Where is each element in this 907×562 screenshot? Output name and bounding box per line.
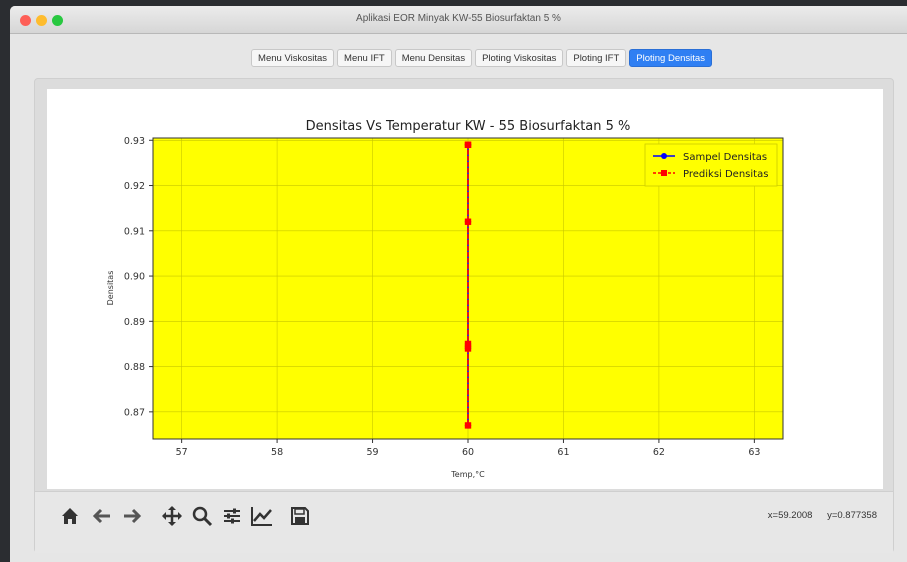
title-bar: Aplikasi EOR Minyak KW-55 Biosurfaktan 5… <box>10 6 907 34</box>
prediction-data-point <box>464 422 472 429</box>
pan-icon[interactable] <box>159 502 185 530</box>
maximize-window-button[interactable] <box>52 15 63 26</box>
chart-title: Densitas Vs Temperatur KW - 55 Biosurfak… <box>306 119 631 134</box>
plot-figure: Densitas Vs Temperatur KW - 55 Biosurfak… <box>47 89 883 489</box>
back-arrow-icon[interactable] <box>89 502 115 530</box>
forward-arrow-icon[interactable] <box>119 502 145 530</box>
subplots-config-icon[interactable] <box>219 502 245 530</box>
app-window: Aplikasi EOR Minyak KW-55 Biosurfaktan 5… <box>10 6 907 562</box>
x-tick-label: 59 <box>366 447 378 458</box>
legend-sample-marker <box>661 153 667 159</box>
y-tick-label: 0.93 <box>124 136 145 147</box>
window-title: Aplikasi EOR Minyak KW-55 Biosurfaktan 5… <box>356 13 561 24</box>
tab-ploting-viskositas[interactable]: Ploting Viskositas <box>475 49 564 67</box>
tab-content-pane: Densitas Vs Temperatur KW - 55 Biosurfak… <box>34 78 894 553</box>
legend-prediction-label: Prediksi Densitas <box>683 169 768 180</box>
tab-menu-viskositas[interactable]: Menu Viskositas <box>251 49 335 67</box>
y-tick-label: 0.91 <box>124 226 145 237</box>
tab-bar: Menu Viskositas Menu IFT Menu Densitas P… <box>10 49 907 69</box>
plot-toolbar: x=59.2008 y=0.877358 <box>35 491 893 553</box>
y-tick-label: 0.88 <box>124 362 145 373</box>
save-icon[interactable] <box>287 502 313 530</box>
zoom-icon[interactable] <box>189 502 215 530</box>
chart-legend: Sampel Densitas Prediksi Densitas <box>644 143 778 187</box>
prediction-data-point <box>464 141 472 148</box>
minimize-window-button[interactable] <box>36 15 47 26</box>
cursor-coordinates: x=59.2008 y=0.877358 <box>756 510 877 521</box>
legend-box <box>644 143 778 187</box>
cursor-y-readout: y=0.877358 <box>827 510 877 521</box>
tab-menu-densitas[interactable]: Menu Densitas <box>394 49 473 67</box>
y-axis-label: Densitas <box>106 271 115 306</box>
y-tick-label: 0.87 <box>124 407 145 418</box>
y-tick-label: 0.89 <box>124 317 145 328</box>
prediction-data-point <box>464 345 472 352</box>
prediction-data-point <box>464 218 472 225</box>
x-tick-label: 62 <box>653 447 665 458</box>
axes-frame <box>152 137 784 440</box>
legend-sample-label: Sampel Densitas <box>683 152 767 163</box>
tab-ploting-ift[interactable]: Ploting IFT <box>566 49 627 67</box>
x-tick-label: 61 <box>557 447 569 458</box>
x-axis-label: Temp,°C <box>450 470 485 479</box>
x-tick-label: 60 <box>462 447 474 458</box>
tab-ploting-densitas[interactable]: Ploting Densitas <box>629 49 712 67</box>
x-tick-label: 63 <box>748 447 760 458</box>
x-tick-label: 58 <box>271 447 283 458</box>
tick-layer: 57 58 59 60 61 62 63 0.87 0.88 0.89 0.90 0.91 0.92 0.… <box>124 136 761 458</box>
customize-lines-icon[interactable] <box>249 502 275 530</box>
prediction-data-point <box>464 340 472 348</box>
x-tick-label: 57 <box>176 447 188 458</box>
densitas-chart[interactable]: Densitas Vs Temperatur KW - 55 Biosurfak… <box>47 89 883 489</box>
y-tick-label: 0.92 <box>124 181 145 192</box>
legend-prediction-marker <box>661 170 667 176</box>
close-window-button[interactable] <box>20 15 31 26</box>
cursor-x-readout: x=59.2008 <box>767 510 813 521</box>
y-tick-label: 0.90 <box>124 272 145 283</box>
tab-menu-ift[interactable]: Menu IFT <box>337 49 392 67</box>
home-icon[interactable] <box>57 502 83 530</box>
series-layer <box>464 141 472 429</box>
